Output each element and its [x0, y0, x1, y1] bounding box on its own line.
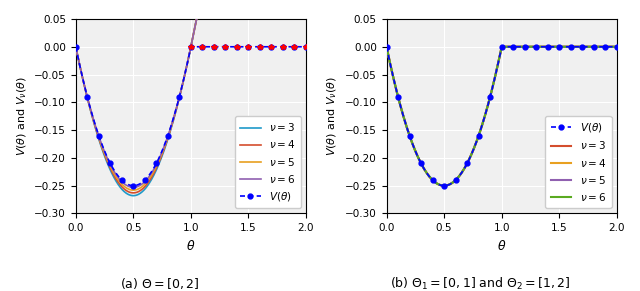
$\nu = 6$: [165, 131, 173, 134]
$\nu = 4$: [173, 103, 181, 107]
$\nu = 6$: [613, 45, 621, 49]
$\nu = 6$: [383, 45, 390, 49]
$\nu = 6$: [406, 135, 414, 139]
Text: (a) $\Theta = [0, 2]$: (a) $\Theta = [0, 2]$: [120, 276, 200, 291]
Y-axis label: $V(\theta)$ and $V_\nu(\theta)$: $V(\theta)$ and $V_\nu(\theta)$: [326, 76, 339, 156]
$\nu = 4$: [406, 135, 414, 139]
Line: $\nu = 4$: $\nu = 4$: [387, 47, 617, 186]
$\nu = 5$: [129, 188, 137, 192]
$\nu = 3$: [484, 102, 492, 106]
$\nu = 4$: [566, 45, 574, 49]
$\nu = 4$: [613, 45, 621, 49]
$\nu = 5$: [95, 137, 103, 140]
$\nu = 3$: [406, 135, 414, 139]
$\nu = 5$: [383, 45, 390, 49]
X-axis label: $\theta$: $\theta$: [497, 239, 506, 253]
$\nu = 5$: [566, 45, 574, 49]
$\nu = 6$: [440, 184, 448, 187]
$\nu = 4$: [563, 45, 570, 49]
$\nu = 3$: [476, 130, 484, 134]
$\nu = 4$: [165, 132, 173, 136]
$\nu = 3$: [566, 45, 574, 49]
$\nu = 6$: [484, 102, 492, 106]
$\nu = 3$: [563, 45, 570, 49]
$\nu = 5$: [563, 45, 570, 49]
$\nu = 4$: [72, 45, 79, 49]
Line: $\nu = 3$: $\nu = 3$: [76, 0, 306, 196]
Line: $\nu = 4$: $\nu = 4$: [76, 0, 306, 193]
$\nu = 3$: [72, 45, 79, 49]
$\nu = 6$: [476, 130, 484, 134]
$\nu = 5$: [173, 103, 181, 107]
$\nu = 6$: [563, 45, 570, 49]
$\nu = 6$: [129, 186, 137, 189]
X-axis label: $\theta$: $\theta$: [186, 239, 196, 253]
Line: $\nu = 3$: $\nu = 3$: [387, 47, 617, 186]
Legend: $V(\theta)$, $\nu = 3$, $\nu = 4$, $\nu = 5$, $\nu = 6$: $V(\theta)$, $\nu = 3$, $\nu = 4$, $\nu …: [545, 116, 612, 208]
$\nu = 5$: [406, 135, 414, 139]
$\nu = 3$: [173, 104, 181, 107]
Y-axis label: $V(\theta)$ and $V_\nu(\theta)$: $V(\theta)$ and $V_\nu(\theta)$: [15, 76, 29, 156]
$\nu = 4$: [541, 45, 548, 49]
Line: $\nu = 5$: $\nu = 5$: [387, 47, 617, 186]
$\nu = 3$: [129, 194, 137, 197]
Line: $\nu = 6$: $\nu = 6$: [76, 0, 306, 187]
$\nu = 5$: [613, 45, 621, 49]
$\nu = 6$: [95, 136, 103, 139]
$\nu = 3$: [613, 45, 621, 49]
$\nu = 4$: [95, 138, 103, 141]
$\nu = 5$: [165, 132, 173, 135]
$\nu = 6$: [72, 45, 79, 49]
$\nu = 3$: [95, 139, 103, 142]
Line: $\nu = 6$: $\nu = 6$: [387, 47, 617, 186]
$\nu = 5$: [484, 102, 492, 106]
$\nu = 4$: [484, 102, 492, 106]
$\nu = 6$: [541, 45, 548, 49]
$\nu = 5$: [476, 130, 484, 134]
$\nu = 3$: [440, 184, 448, 187]
$\nu = 6$: [173, 103, 181, 106]
Line: $\nu = 5$: $\nu = 5$: [76, 0, 306, 190]
$\nu = 3$: [541, 45, 548, 49]
$\nu = 5$: [440, 184, 448, 187]
Text: (b) $\Theta_1 = [0, 1]$ and $\Theta_2 = [1, 2]$: (b) $\Theta_1 = [0, 1]$ and $\Theta_2 = …: [390, 276, 570, 291]
$\nu = 4$: [129, 191, 137, 195]
$\nu = 4$: [440, 184, 448, 187]
$\nu = 4$: [476, 130, 484, 134]
$\nu = 3$: [165, 133, 173, 137]
$\nu = 5$: [72, 45, 79, 49]
$\nu = 4$: [383, 45, 390, 49]
$\nu = 5$: [541, 45, 548, 49]
$\nu = 6$: [566, 45, 574, 49]
$\nu = 3$: [383, 45, 390, 49]
Legend: $\nu = 3$, $\nu = 4$, $\nu = 5$, $\nu = 6$, $V(\theta)$: $\nu = 3$, $\nu = 4$, $\nu = 5$, $\nu = …: [235, 116, 301, 208]
